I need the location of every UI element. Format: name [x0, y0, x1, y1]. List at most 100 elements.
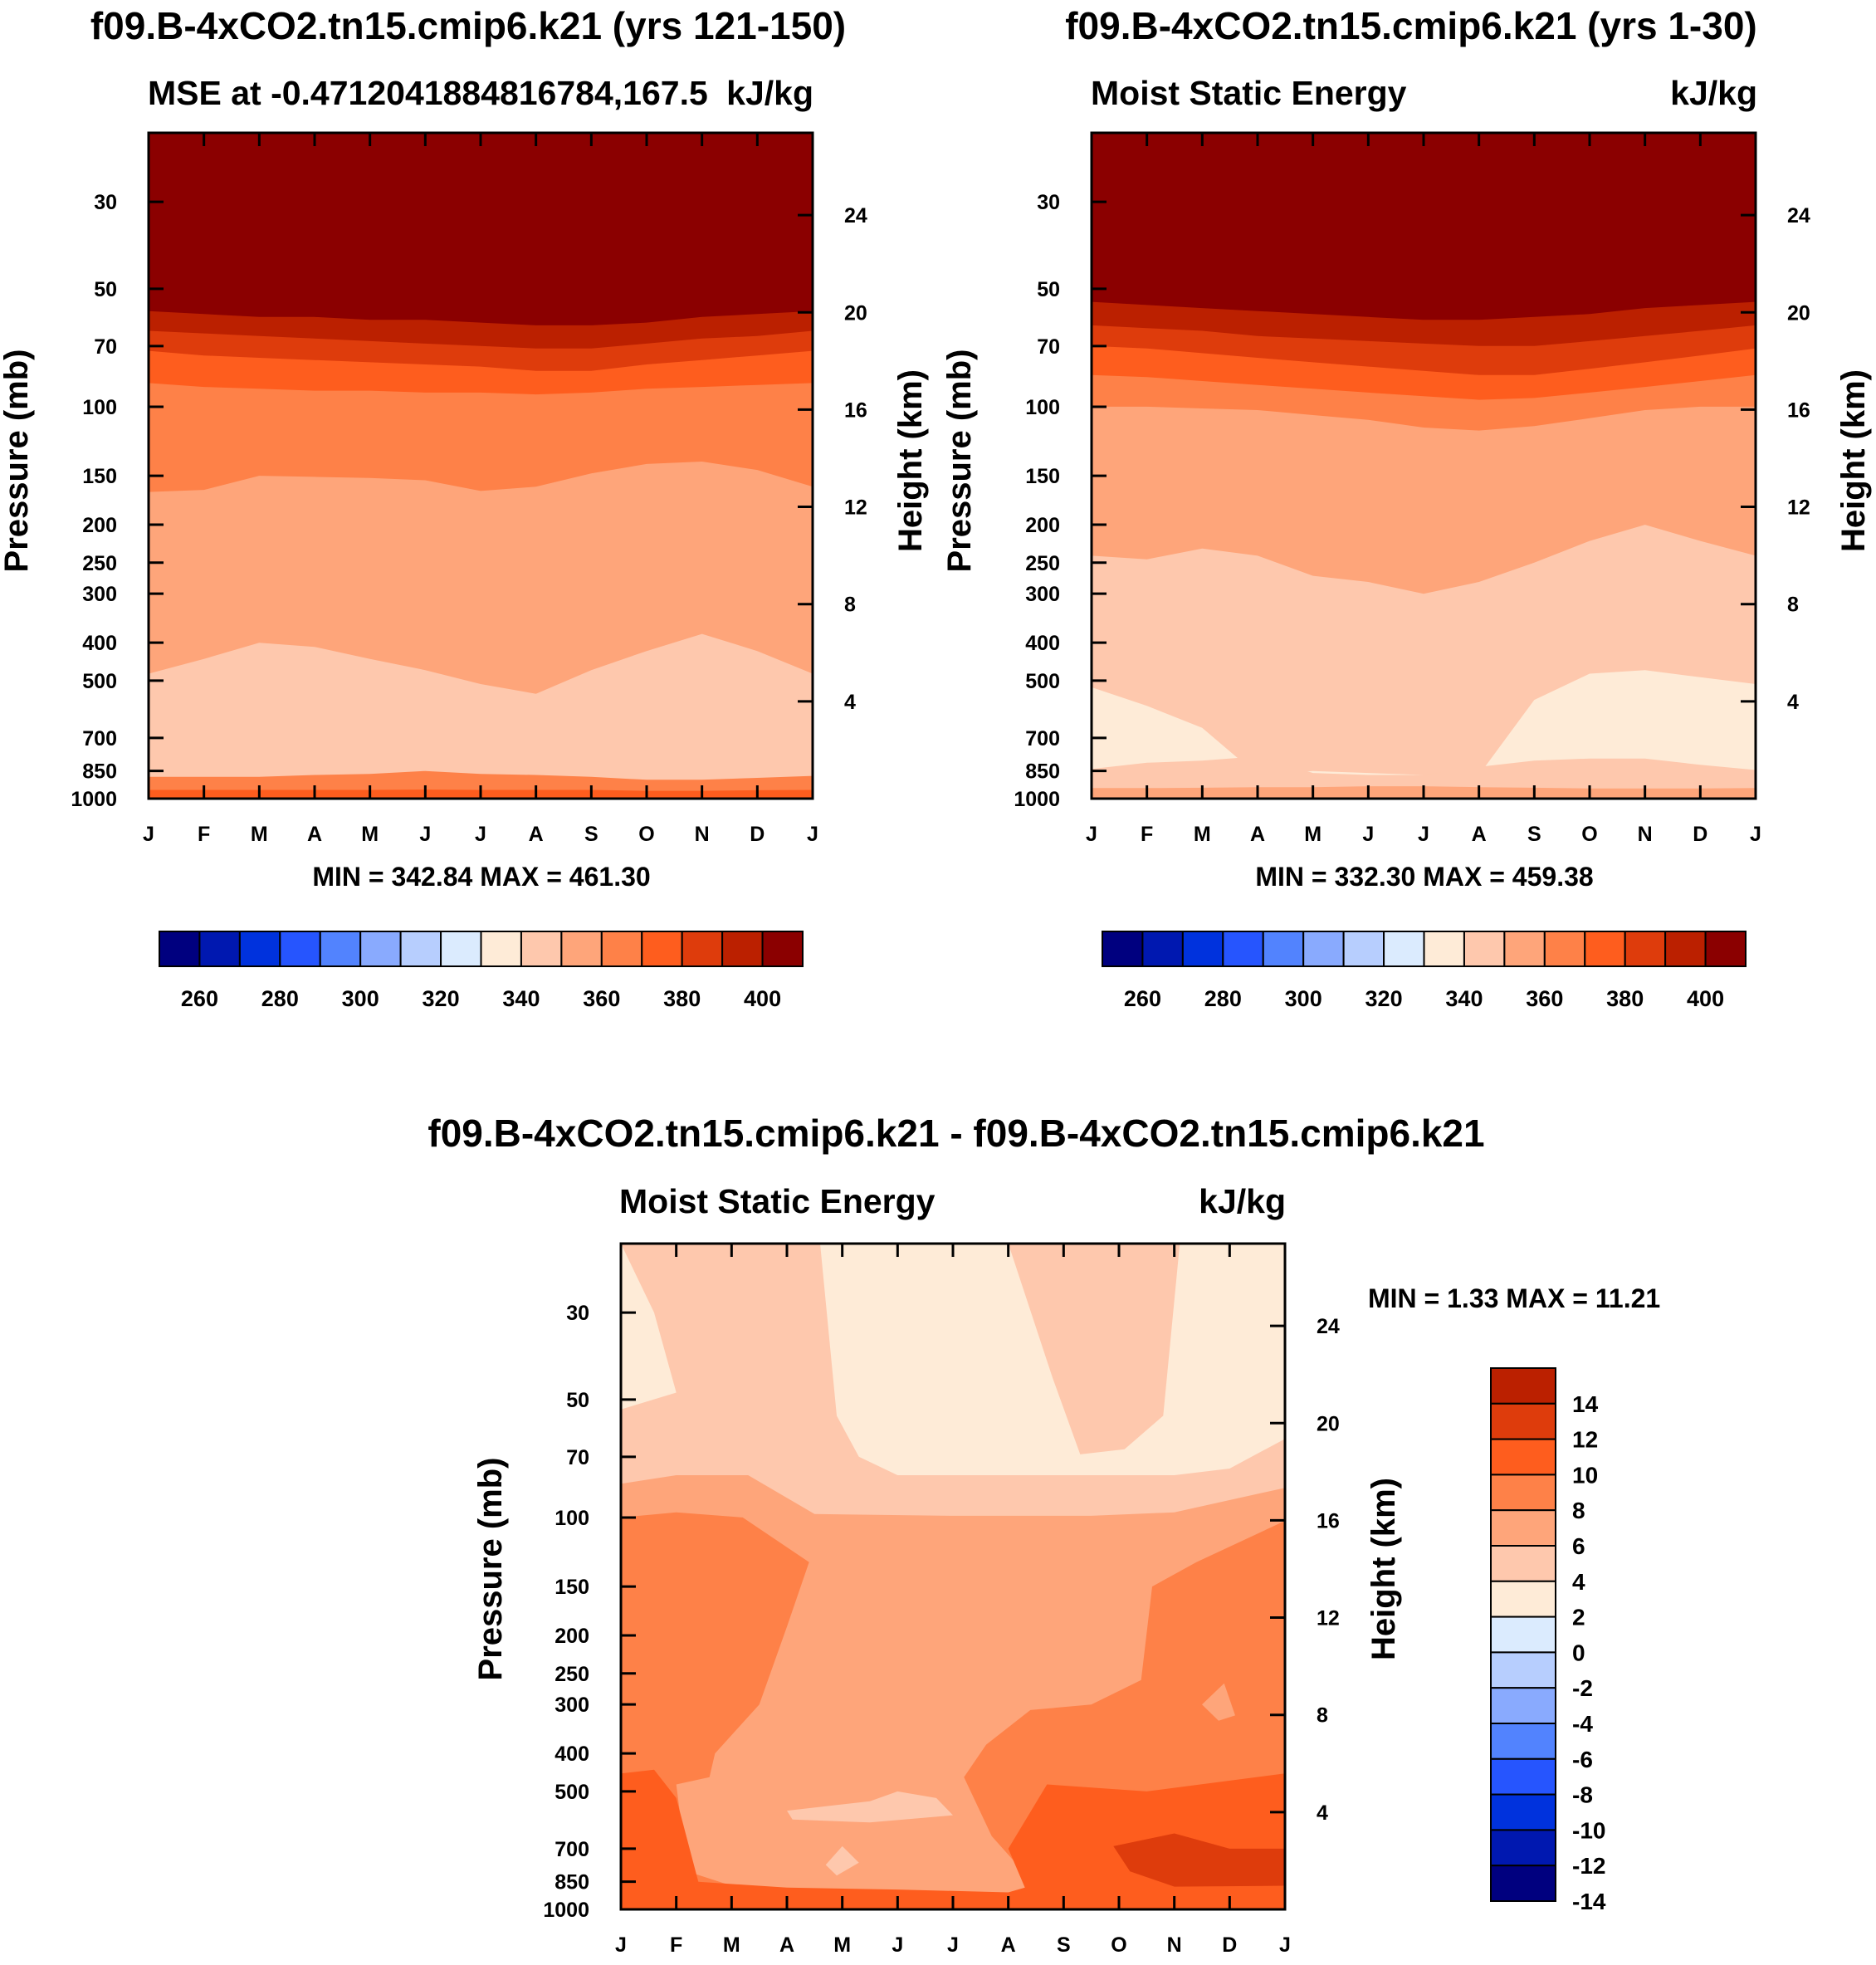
panel3-cbar-label: -12 [1572, 1853, 1605, 1879]
panel3-cbar-label: -10 [1572, 1817, 1605, 1843]
panel3-cbar-label: -6 [1572, 1747, 1593, 1772]
panel2-ytick-label: 700 [1025, 727, 1060, 750]
panel3-cbar-label: 6 [1572, 1533, 1585, 1559]
panel2-cbar-label: 340 [1445, 986, 1483, 1011]
panel2-xtick-label: F [1141, 823, 1153, 846]
panel2-colorbar: 260 280 300 320 340 360 380 400 [1102, 931, 1747, 1011]
panel3-cbar-cell [1490, 1545, 1556, 1582]
panel2-cbar-cell [1704, 931, 1747, 967]
panel1-y2tick-label: 4 [844, 691, 856, 714]
panel1-left-subtitle: MSE at -0.4712041884816784,167.5 [148, 74, 708, 112]
panel3-cbar-cell [1490, 1402, 1556, 1440]
panel3-xtick-label: S [1057, 1933, 1071, 1957]
panel3-xtick-label: A [1001, 1933, 1016, 1957]
panel3-cbar-label: 2 [1572, 1605, 1585, 1630]
panel2-xtick-label: J [1418, 823, 1429, 846]
panel1-cbar-label: 320 [423, 986, 460, 1011]
panel1-cbar-cell [721, 931, 764, 967]
panel1-min-max: MIN = 342.84 MAX = 461.30 [312, 862, 650, 892]
panel2-xtick-label: J [1362, 823, 1374, 846]
panel3-y2tick-label: 4 [1317, 1801, 1328, 1825]
panel2-cbar-cell [1543, 931, 1586, 967]
panel2-ytick-label: 250 [1025, 552, 1060, 575]
panel-bottom: f09.B-4xCO2.tn15.cmip6.k21 - f09.B-4xCO2… [427, 1112, 1660, 1957]
panel1-cbar-cell [520, 931, 563, 967]
panel3-region-1 [820, 1244, 1285, 1475]
panel1-y2tick-label: 20 [844, 301, 867, 325]
panel2-cbar-cell [1584, 931, 1626, 967]
panel1-xtick-label: J [475, 823, 486, 846]
panel1-xtick-label: J [143, 823, 154, 846]
panel3-xtick-label: J [615, 1933, 627, 1957]
panel3-xtick-label: J [947, 1933, 959, 1957]
panel2-y2tick-label: 20 [1787, 301, 1810, 325]
panel3-region-6 [1202, 1683, 1235, 1721]
panel3-ytick-label: 1000 [543, 1899, 589, 1922]
panel1-y2tick-label: 24 [844, 204, 867, 227]
panel1-cbar-label: 260 [181, 986, 218, 1011]
panel2-ytick-label: 100 [1025, 396, 1060, 419]
panel1-ytick-label: 300 [82, 583, 117, 606]
panel3-xtick-label: F [670, 1933, 682, 1957]
panel1-ytick-label: 30 [94, 191, 117, 214]
panel1-axes: J F M A M J J A S O N D J 30 50 70 100 150 200 250 300 400 500… [71, 131, 867, 846]
panel1-y2tick-label: 16 [844, 398, 867, 422]
panel2-cbar-label: 300 [1285, 986, 1322, 1011]
panel1-xtick-label: M [361, 823, 379, 846]
panel1-ytick-label: 70 [94, 335, 117, 359]
panel1-xtick-label: D [750, 823, 765, 846]
panel1-y2tick-label: 12 [844, 496, 867, 520]
panel3-cbar-label: 12 [1572, 1427, 1598, 1453]
panel1-band-6 [149, 633, 813, 799]
panel3-y2tick-label: 24 [1317, 1315, 1340, 1338]
panel3-ytick-label: 850 [554, 1871, 589, 1894]
panel2-xtick-label: O [1581, 823, 1597, 846]
panel2-xtick-label: A [1250, 823, 1265, 846]
panel1-cbar-cell [641, 931, 683, 967]
panel2-cbar-cell [1664, 931, 1707, 967]
panel3-cbar-cell [1490, 1723, 1556, 1760]
panel2-ytick-label: 150 [1025, 465, 1060, 488]
panel2-y2tick-label: 4 [1787, 691, 1799, 714]
panel1-ytick-label: 250 [82, 552, 117, 575]
panel1-cbar-label: 340 [502, 986, 540, 1011]
panel1-cbar-cell [600, 931, 643, 967]
panel3-ytick-label: 200 [554, 1625, 589, 1648]
panel3-cbar-cell [1490, 1509, 1556, 1547]
panel3-region-5 [1113, 1833, 1285, 1887]
panel3-xtick-label: O [1111, 1933, 1126, 1957]
panel1-xtick-label: N [695, 823, 710, 846]
panel2-cbar-cell [1342, 931, 1385, 967]
panel3-cbar-cell [1490, 1651, 1556, 1689]
panel2-cbar-label: 360 [1526, 986, 1563, 1011]
panel1-y2-axis-label: Height (km) [892, 369, 929, 552]
panel3-ytick-label: 300 [554, 1694, 589, 1717]
panel2-cbar-cell [1423, 931, 1465, 967]
panel3-cbar-label: 0 [1572, 1640, 1585, 1665]
panel2-cbar-label: 260 [1124, 986, 1161, 1011]
panel3-y-axis-label: Pressure (mb) [472, 1458, 509, 1681]
panel3-y2tick-label: 16 [1317, 1509, 1340, 1532]
panel1-cbar-label: 280 [261, 986, 299, 1011]
panel1-ytick-label: 50 [94, 278, 117, 301]
panel1-xtick-label: S [584, 823, 598, 846]
panel1-ytick-label: 200 [82, 514, 117, 537]
panel2-xtick-label: A [1472, 823, 1487, 846]
panel2-ytick-label: 50 [1037, 278, 1060, 301]
panel2-cbar-cell [1141, 931, 1184, 967]
panel3-region-4 [621, 1769, 1285, 1909]
panel2-ytick-label: 850 [1025, 760, 1060, 784]
panel3-cbar-label: -8 [1572, 1782, 1593, 1808]
panel3-y2-axis-label: Height (km) [1365, 1478, 1402, 1660]
panel1-ytick-label: 500 [82, 670, 117, 693]
panel1-xtick-label: O [638, 823, 654, 846]
panel2-ytick-label: 300 [1025, 583, 1060, 606]
panel1-xtick-label: A [529, 823, 544, 846]
panel2-cbar-cell [1383, 931, 1425, 967]
panel1-ytick-label: 100 [82, 396, 117, 419]
panel2-y2tick-label: 16 [1787, 398, 1810, 422]
panel3-ytick-label: 500 [554, 1781, 589, 1804]
panel3-cbar-label: -4 [1572, 1711, 1593, 1737]
panel2-ytick-label: 70 [1037, 335, 1060, 359]
